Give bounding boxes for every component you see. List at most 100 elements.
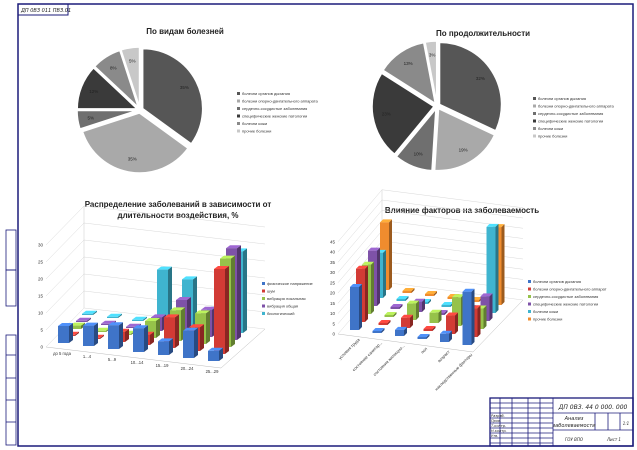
title-block-role: Т.контр. (491, 424, 506, 428)
title-block-sheets: Лист 1 (606, 437, 621, 442)
bar (372, 327, 385, 333)
bar (429, 309, 442, 323)
pie-slice (76, 109, 138, 130)
legend-label: специфические женские патологии (533, 302, 598, 307)
bar (401, 314, 413, 328)
bar (158, 338, 173, 355)
bar (417, 333, 430, 339)
sheet-code: ДП 0ВЗ 011 ПВЗ.01 (20, 8, 71, 14)
legend-swatch (533, 97, 536, 100)
title-block-role: Н.контр. (491, 429, 507, 433)
pie-slice (120, 46, 141, 108)
legend-label: болезни органов дыхания (242, 91, 290, 96)
slice-label: 35% (128, 157, 137, 162)
bar (108, 322, 123, 349)
legend-label: физическое напряжение (267, 281, 314, 286)
bar (208, 347, 223, 361)
legend-swatch (533, 104, 536, 108)
slice-label: 13% (404, 61, 413, 66)
legend-swatch (262, 282, 265, 285)
bar (107, 313, 122, 318)
legend-label: болезни опорно-двигательного аппарат (533, 287, 607, 292)
legend-label: вибрация общая (267, 304, 298, 309)
x-tick-label: до 5 года (53, 351, 72, 356)
pie-slice (438, 41, 503, 132)
legend-swatch (528, 280, 531, 283)
legend-swatch (528, 317, 531, 321)
title-block-role: Пров. (491, 419, 501, 423)
bar (76, 317, 91, 322)
legend-label: болезни органов дыхания (538, 96, 586, 101)
chart-title: По продолжительности (436, 29, 530, 38)
legend-label: болезни органов дыхания (533, 279, 581, 284)
slice-label: 5% (88, 115, 95, 120)
legend-swatch (237, 114, 240, 118)
title-block-role: Утв. (491, 434, 498, 438)
y-tick-label: 10 (330, 311, 336, 316)
title-block-title-2: заболеваемости (553, 423, 597, 429)
slice-label: 23% (382, 112, 391, 117)
left-margin-stamps (5, 229, 17, 446)
legend-swatch (533, 112, 536, 115)
bar (83, 322, 98, 346)
legend-swatch (262, 289, 265, 293)
legend-swatch (533, 119, 536, 123)
x-tick-label: условия труда (337, 337, 361, 361)
legend-label: специфические женские патологии (538, 119, 603, 124)
chart-title: длительности воздействия, % (117, 211, 238, 220)
legend-swatch (262, 297, 265, 300)
bar (462, 288, 475, 345)
legend-label: сердечно-сосудистые заболевания (538, 111, 603, 116)
legend-label: специфические женские патологии (242, 114, 307, 119)
legend-label: шум (267, 289, 275, 294)
x-tick-label: 10...14 (131, 360, 144, 365)
y-tick-label: 40 (330, 250, 336, 255)
bar-chart-3: Распределение заболеваний в зависимости … (38, 200, 314, 374)
legend-label: болезни опорно-двигательного аппарата (538, 104, 614, 109)
bar (132, 316, 147, 321)
chart-title: Распределение заболеваний в зависимости … (85, 200, 272, 209)
legend-swatch (528, 310, 531, 313)
floor (45, 328, 266, 369)
legend-label: сердечно-сосудистые заболевания (533, 294, 598, 299)
legend-label: сердечно-сосудистые заболевания (242, 106, 307, 111)
slice-label: 5% (129, 58, 136, 63)
bar (164, 314, 179, 348)
legend-label: болезни кожи (242, 121, 267, 126)
x-tick-label: 1...4 (83, 354, 92, 359)
y-tick-label: 45 (330, 239, 336, 244)
pie-slice (381, 41, 437, 106)
legend-swatch (237, 99, 240, 103)
pie-slice (371, 72, 436, 156)
legend-label: болезни кожи (538, 126, 563, 131)
y-tick-label: 0 (40, 345, 43, 350)
slice-label: 12% (89, 89, 98, 94)
legend-swatch (262, 312, 265, 315)
bar (441, 301, 454, 307)
x-tick-label: 15...19 (156, 363, 169, 368)
floor (337, 299, 524, 353)
pie-slice (93, 49, 140, 109)
title-block (489, 397, 634, 447)
bar (145, 318, 160, 338)
legend-label: биологический (267, 311, 295, 316)
bar (396, 295, 409, 301)
legend-swatch (237, 92, 240, 95)
y-tick-label: 5 (332, 321, 335, 326)
y-tick-label: 30 (330, 270, 336, 275)
bar (395, 326, 407, 336)
bar (486, 223, 499, 313)
slice-label: 8% (110, 65, 117, 70)
pie-slice (395, 106, 437, 172)
y-tick-label: 15 (38, 294, 44, 299)
pie-slice (141, 47, 204, 145)
pie-slice (433, 107, 496, 172)
y-tick-label: 10 (38, 311, 44, 316)
y-tick-label: 25 (330, 280, 336, 285)
y-tick-label: 0 (332, 332, 335, 337)
legend-swatch (237, 129, 240, 133)
legend-swatch (237, 122, 240, 125)
title-block-title-1: Анализ (564, 416, 584, 422)
